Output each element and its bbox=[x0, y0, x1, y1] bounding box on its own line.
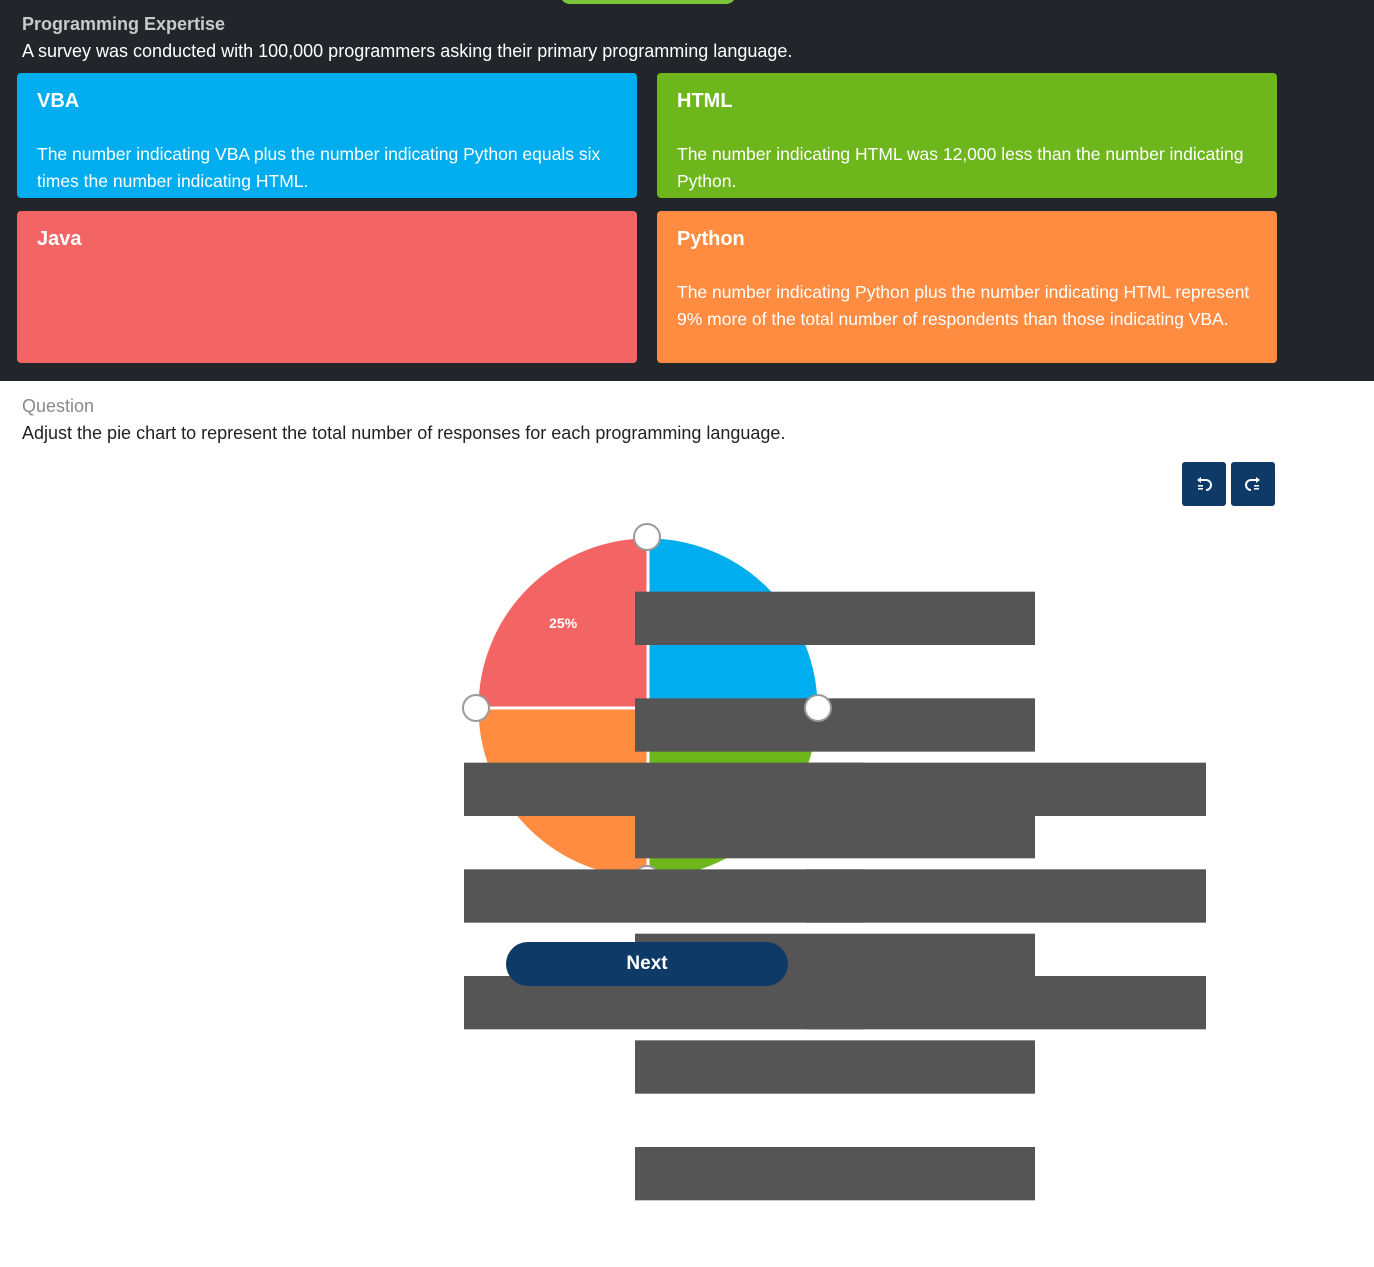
card-java: Java bbox=[17, 211, 637, 363]
pie-label-java: 25% bbox=[549, 615, 578, 631]
grip-icon bbox=[464, 762, 864, 1030]
card-python: Python The number indicating Python plus… bbox=[657, 211, 1277, 363]
active-tab-indicator bbox=[560, 0, 736, 4]
pie-handle-top[interactable] bbox=[633, 523, 1035, 859]
card-vba-text: The number indicating VBA plus the numbe… bbox=[37, 144, 601, 191]
question-kicker: Question bbox=[22, 396, 95, 416]
card-python-text: The number indicating Python plus the nu… bbox=[677, 282, 1250, 329]
card-java-title: Java bbox=[37, 228, 82, 250]
card-html-text: The number indicating HTML was 12,000 le… bbox=[677, 144, 1244, 191]
undo-button[interactable] bbox=[1182, 462, 1226, 506]
card-vba: VBA The number indicating VBA plus the n… bbox=[17, 73, 637, 198]
pie-handle-left[interactable] bbox=[462, 694, 864, 1030]
redo-button[interactable] bbox=[1231, 462, 1275, 506]
pie-slice-java bbox=[475, 535, 650, 710]
card-html-title: HTML bbox=[677, 90, 733, 112]
passage-panel: Programming Expertise A survey was condu… bbox=[0, 0, 1374, 381]
next-button[interactable]: Next bbox=[506, 942, 788, 986]
redo-icon bbox=[1245, 477, 1260, 491]
question-text: Adjust the pie chart to represent the to… bbox=[22, 423, 786, 443]
pie-chart[interactable]: 25%25%25%25% bbox=[448, 508, 1206, 1201]
card-html: HTML The number indicating HTML was 12,0… bbox=[657, 73, 1277, 198]
passage-kicker: Programming Expertise bbox=[22, 14, 226, 34]
passage-intro: A survey was conducted with 100,000 prog… bbox=[22, 41, 793, 61]
card-vba-title: VBA bbox=[37, 90, 80, 112]
card-python-title: Python bbox=[677, 228, 745, 250]
undo-icon bbox=[1197, 477, 1212, 491]
